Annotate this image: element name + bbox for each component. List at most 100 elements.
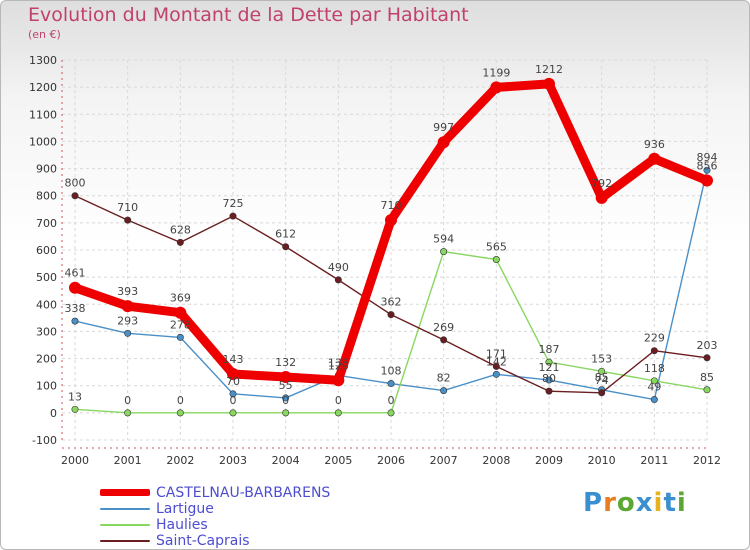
data-point-haulies [334,409,342,417]
data-point-castelnau-barbarens [437,136,450,149]
data-point-saint-caprais [492,362,500,370]
data-point-haulies [703,386,711,394]
data-label-saint-caprais: 171 [486,347,507,360]
series-lines [69,77,713,417]
data-point-haulies [71,405,79,413]
data-label-lartigue: 121 [539,361,560,374]
proxiti-logo: Proxiti [583,488,687,518]
data-label-castelnau-barbarens: 393 [117,285,138,298]
data-point-saint-caprais [124,216,132,224]
legend-swatch-castelnau [100,489,150,496]
data-point-lartigue [71,317,79,325]
legend-label-castelnau: CASTELNAU-BARBARENS [156,485,331,501]
data-point-saint-caprais [334,276,342,284]
data-point-castelnau-barbarens [69,281,81,294]
data-labels: 338 293 278 70 55 138 108 82 142 121 85 49 894 13 0 0 0 0… [65,63,718,407]
data-label-haulies: 187 [539,343,560,356]
data-point-castelnau-barbarens [174,306,187,319]
data-point-saint-caprais [282,243,290,251]
y-tick-label: 1200 [29,81,57,94]
legend-swatch-haulies [100,524,150,526]
data-point-castelnau-barbarens [385,214,397,227]
data-label-castelnau-barbarens: 936 [644,138,665,151]
data-point-saint-caprais [440,336,448,344]
data-label-lartigue: 49 [647,381,661,394]
data-point-haulies [176,409,184,417]
x-tick-label: 2012 [693,454,721,467]
data-label-castelnau-barbarens: 120 [328,359,349,372]
data-label-saint-caprais: 628 [170,223,191,236]
data-point-castelnau-barbarens [490,81,503,94]
data-label-castelnau-barbarens: 710 [381,199,402,212]
data-label-saint-caprais: 74 [595,374,609,387]
y-tick-label: 400 [36,298,57,311]
y-tick-label: 0 [50,407,57,420]
axes: -100010020030040050060070080090010001100… [29,54,721,467]
data-point-castelnau-barbarens [279,371,292,384]
y-tick-label: 900 [36,163,57,176]
x-tick-label: 2003 [219,454,247,467]
data-point-castelnau-barbarens [648,152,661,165]
data-label-haulies: 565 [486,241,507,254]
data-label-saint-caprais: 612 [275,228,296,241]
data-label-castelnau-barbarens: 369 [170,292,191,305]
x-tick-label: 2002 [166,454,194,467]
data-label-haulies: 153 [591,352,612,365]
data-point-saint-caprais [176,238,184,246]
data-point-saint-caprais [650,347,658,355]
data-label-lartigue: 338 [65,302,86,315]
y-tick-label: -100 [32,434,57,447]
data-label-saint-caprais: 269 [433,321,454,334]
data-label-haulies: 0 [388,394,395,407]
data-point-lartigue [124,329,132,337]
y-tick-label: 1100 [29,108,57,121]
data-point-saint-caprais [387,311,395,319]
data-label-saint-caprais: 800 [65,177,86,190]
legend-label-haulies: Haulies [156,517,208,533]
data-point-haulies [492,255,500,263]
data-label-castelnau-barbarens: 997 [433,121,454,134]
data-label-lartigue: 142 [486,355,507,368]
data-label-saint-caprais: 80 [542,372,556,385]
x-tick-label: 2010 [588,454,616,467]
data-point-lartigue [545,376,553,384]
data-label-haulies: 594 [433,233,454,246]
data-label-saint-caprais: 203 [697,339,718,352]
data-point-haulies [598,367,606,375]
data-label-haulies: 0 [230,394,237,407]
data-point-lartigue [440,387,448,395]
data-point-haulies [440,248,448,256]
x-tick-label: 2008 [482,454,510,467]
data-label-saint-caprais: 725 [223,197,244,210]
data-label-castelnau-barbarens: 792 [591,177,612,190]
data-point-haulies [650,377,658,385]
data-label-saint-caprais: 490 [328,261,349,274]
data-label-castelnau-barbarens: 856 [697,160,718,173]
data-point-castelnau-barbarens [701,174,713,187]
data-label-saint-caprais: 362 [381,296,402,309]
chart-unit: (en €) [28,28,61,41]
y-tick-label: 100 [36,380,57,393]
data-point-lartigue [703,166,711,174]
data-label-haulies: 0 [335,394,342,407]
data-point-haulies [545,358,553,366]
data-label-lartigue: 70 [226,375,240,388]
data-label-haulies: 118 [644,362,665,375]
data-label-haulies: 85 [700,371,714,384]
data-point-saint-caprais [229,212,237,220]
data-label-saint-caprais: 229 [644,332,665,345]
legend-swatch-lartigue [100,508,150,510]
data-point-haulies [124,409,132,417]
data-point-lartigue [176,333,184,341]
data-point-castelnau-barbarens [227,368,239,381]
x-tick-label: 2007 [430,454,458,467]
data-label-castelnau-barbarens: 132 [275,356,296,369]
data-label-lartigue: 278 [170,318,191,331]
y-tick-label: 200 [36,353,57,366]
x-tick-label: 2001 [114,454,142,467]
data-point-saint-caprais [703,354,711,362]
y-tick-label: 1300 [29,54,57,67]
data-label-lartigue: 293 [117,314,138,327]
y-tick-label: 1000 [29,135,57,148]
legend-label-saint-caprais: Saint-Caprais [156,533,250,549]
